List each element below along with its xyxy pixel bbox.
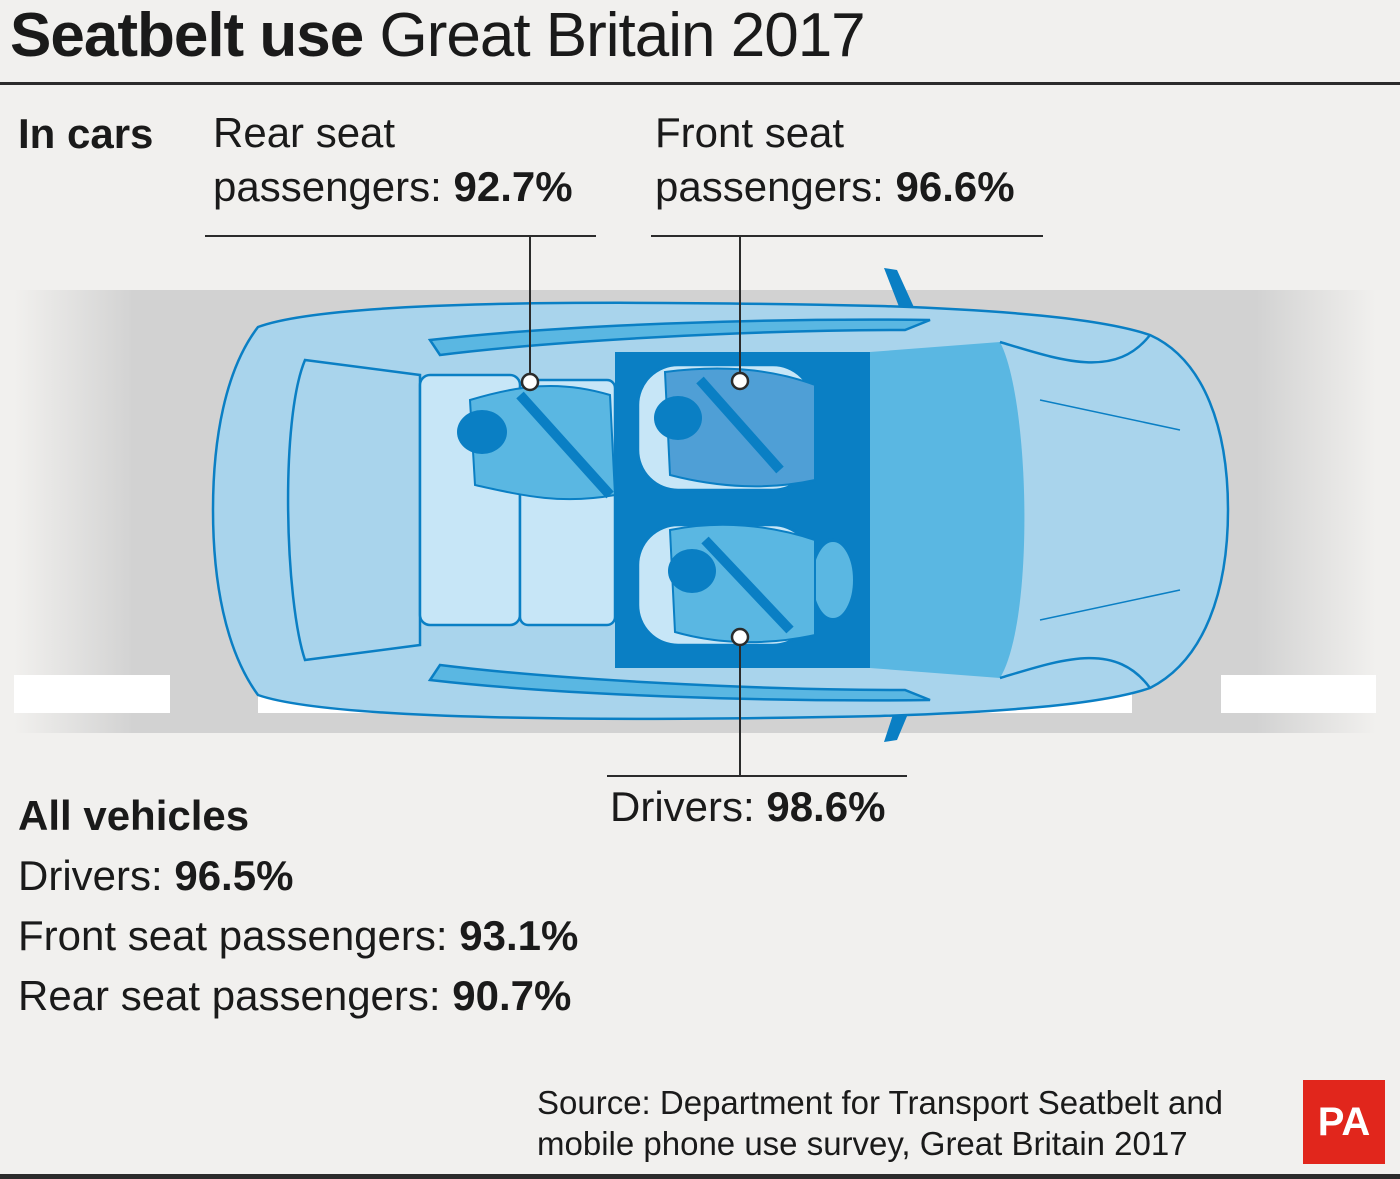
row-value: 96.5% bbox=[174, 852, 294, 899]
driver-figure bbox=[668, 523, 816, 644]
title-bold: Seatbelt use bbox=[10, 1, 364, 70]
driver-value: 98.6% bbox=[766, 783, 886, 830]
bottom-divider bbox=[0, 1174, 1400, 1179]
driver-label: Drivers: bbox=[610, 783, 755, 830]
row-label: Rear seat passengers: bbox=[18, 972, 441, 1019]
row-value: 90.7% bbox=[452, 972, 572, 1019]
all-vehicles-row: Rear seat passengers: 90.7% bbox=[18, 966, 578, 1026]
all-vehicles-row: Front seat passengers: 93.1% bbox=[18, 906, 578, 966]
rear-passenger-figure bbox=[457, 384, 617, 501]
rear-seat-label-line1: Rear seat bbox=[213, 109, 396, 156]
front-seat-value: 96.6% bbox=[895, 163, 1015, 210]
all-vehicles-heading: All vehicles bbox=[18, 792, 250, 839]
rear-seat-callout: Rear seat passengers: 92.7% bbox=[213, 106, 573, 214]
in-cars-heading: In cars bbox=[18, 110, 154, 157]
title-light: Great Britain 2017 bbox=[379, 1, 865, 70]
front-seat-label-line2: passengers: bbox=[655, 163, 884, 210]
all-vehicles-section: All vehicles Drivers: 96.5% Front seat p… bbox=[18, 786, 578, 1026]
front-seat-label-line1: Front seat bbox=[655, 109, 845, 156]
source-line2: mobile phone use survey, Great Britain 2… bbox=[537, 1125, 1188, 1162]
page-title: Seatbelt use Great Britain 2017 bbox=[10, 0, 866, 72]
callout-lines bbox=[205, 235, 1043, 777]
all-vehicles-row: Drivers: 96.5% bbox=[18, 846, 578, 906]
row-value: 93.1% bbox=[459, 912, 579, 959]
pa-logo: PA bbox=[1303, 1080, 1385, 1164]
front-passenger-figure bbox=[654, 367, 816, 488]
row-label: Front seat passengers: bbox=[18, 912, 448, 959]
front-seat-callout: Front seat passengers: 96.6% bbox=[655, 106, 1015, 214]
rear-seat-value: 92.7% bbox=[453, 163, 573, 210]
rear-seat-label-line2: passengers: bbox=[213, 163, 442, 210]
source-line1: Source: Department for Transport Seatbel… bbox=[537, 1084, 1224, 1121]
row-label: Drivers: bbox=[18, 852, 163, 899]
source-note: Source: Department for Transport Seatbel… bbox=[537, 1082, 1223, 1164]
steering-wheel bbox=[809, 538, 857, 622]
title-divider bbox=[0, 82, 1400, 85]
driver-callout: Drivers: 98.6% bbox=[610, 780, 885, 834]
